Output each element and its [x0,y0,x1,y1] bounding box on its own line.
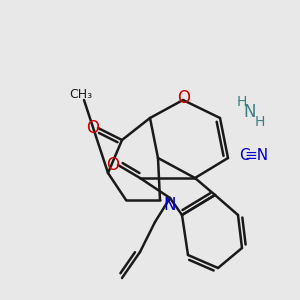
Text: H: H [255,115,265,129]
Text: CH₃: CH₃ [69,88,93,100]
Text: N: N [244,103,256,121]
Text: O: O [178,89,190,107]
Text: O: O [86,119,100,137]
Text: ≡N: ≡N [244,148,268,164]
Text: H: H [237,95,247,109]
Text: N: N [164,196,176,214]
Text: O: O [106,156,119,174]
Text: C: C [239,148,249,164]
